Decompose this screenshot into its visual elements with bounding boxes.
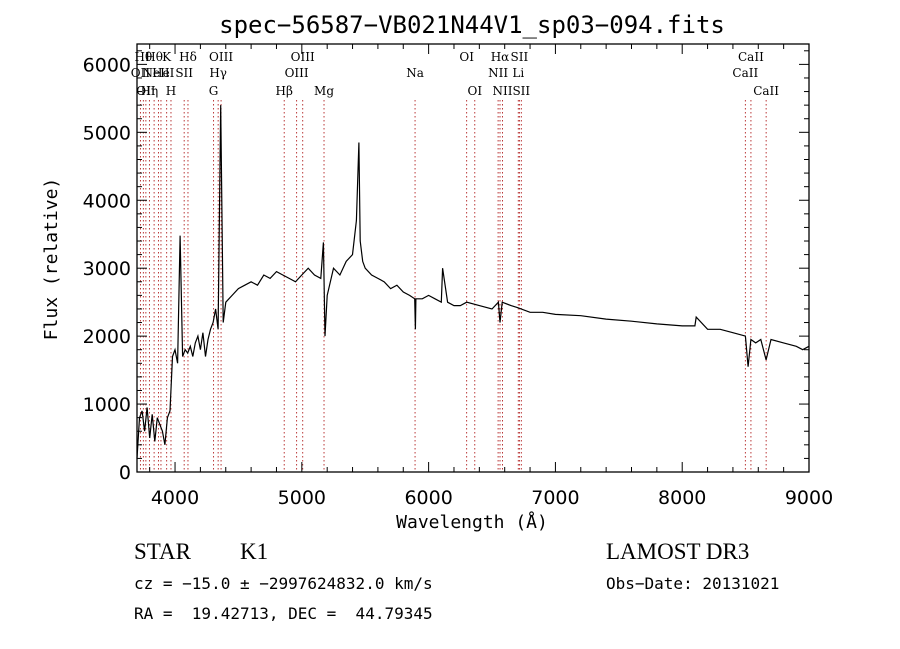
line-label-6: He [152, 66, 170, 80]
x-axis-ticks: 4000 5000 6000 7000 8000 9000 [149, 44, 833, 509]
line-label-22: Hα [491, 50, 510, 64]
line-label-7: K [162, 50, 172, 64]
x-axis-label: Wavelength (Å) [396, 511, 548, 533]
plot-frame [136, 43, 810, 473]
line-label-21: NII [488, 66, 508, 80]
line-label-10: Hδ [179, 50, 197, 64]
line-label-8: H [166, 84, 176, 98]
x-tick-label: 9000 [785, 487, 833, 509]
chart-title: spec−56587−VB021N44V1_sp03−094.fits [219, 11, 725, 39]
line-label-13: OIII [209, 50, 233, 64]
y-axis-ticks: 0 1000 2000 3000 4000 5000 6000 [83, 50, 809, 484]
y-tick-label: 0 [119, 462, 131, 484]
line-label-3: Hη [141, 84, 159, 98]
x-tick-label: 7000 [531, 487, 579, 509]
y-tick-label: 4000 [83, 190, 131, 212]
line-label-17: Mg [314, 84, 334, 98]
observation-date: Obs−Date: 20131021 [606, 574, 780, 593]
line-label-12: Hγ [209, 66, 227, 80]
line-label-23: NII [493, 84, 513, 98]
y-tick-label: 1000 [83, 394, 131, 416]
y-tick-label: 2000 [83, 326, 131, 348]
line-label-0: OII [131, 66, 151, 80]
y-tick-label: 3000 [83, 258, 131, 280]
line-label-29: CaII [753, 84, 779, 98]
coordinates-readout: RA = 19.42713, DEC = 44.79345 [134, 604, 433, 623]
spectral-line-markers [139, 100, 767, 472]
line-label-24: Li [512, 66, 524, 80]
line-label-26: SII [512, 84, 530, 98]
line-label-19: OI [459, 50, 474, 64]
redshift-readout: cz = −15.0 ± −2997624832.0 km/s [134, 574, 433, 593]
line-label-1: Hθ [134, 50, 152, 64]
y-tick-label: 5000 [83, 122, 131, 144]
spectral-line-labels: OIIHθOIIHηHθNeIIIHeKHSIIHδGHγOIIIHβOIIIO… [131, 50, 780, 98]
line-label-28: CaII [738, 50, 764, 64]
spectrum-line [136, 105, 810, 459]
object-subclass: K1 [240, 539, 269, 564]
line-label-5: NeIII [143, 66, 175, 80]
y-axis-label: Flux (relative) [41, 178, 62, 341]
line-label-15: OIII [285, 66, 309, 80]
line-label-4: Hθ [145, 50, 163, 64]
line-label-18: Na [406, 66, 424, 80]
line-label-2: OII [136, 84, 156, 98]
line-label-16: OIII [291, 50, 315, 64]
x-tick-label: 5000 [278, 487, 326, 509]
x-tick-label: 4000 [151, 487, 199, 509]
line-label-14: Hβ [276, 84, 293, 98]
line-label-27: CaII [732, 66, 758, 80]
x-tick-label: 8000 [658, 487, 706, 509]
line-label-25: SII [511, 50, 529, 64]
object-class: STAR [134, 539, 191, 564]
y-tick-label: 6000 [83, 54, 131, 76]
line-label-9: SII [175, 66, 193, 80]
x-tick-label: 6000 [404, 487, 452, 509]
survey-name: LAMOST DR3 [606, 539, 750, 564]
line-label-20: OI [467, 84, 482, 98]
line-label-11: G [209, 84, 219, 98]
